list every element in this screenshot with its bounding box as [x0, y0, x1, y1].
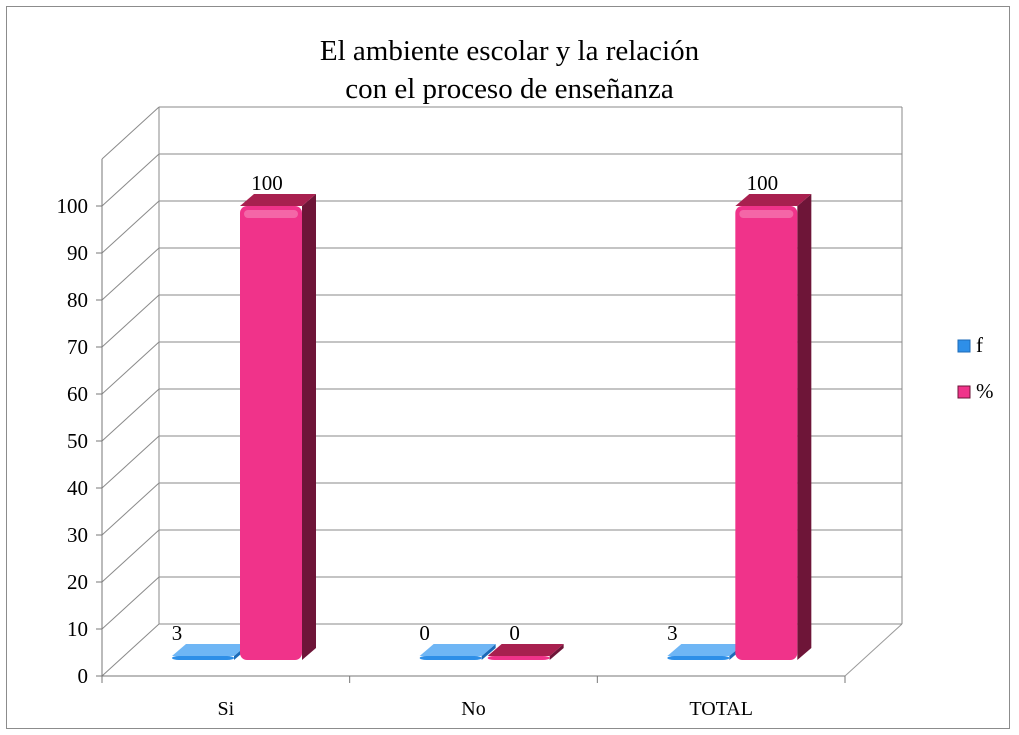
bar-pct-TOTAL [735, 194, 812, 660]
data-label: 0 [419, 621, 430, 645]
bar-highlight [244, 210, 298, 218]
gridline-side-50 [101, 388, 160, 442]
y-tick-label: 60 [67, 382, 88, 406]
chart-title-line-1: El ambiente escolar y la relación [319, 35, 700, 67]
y-tick-label: 70 [67, 335, 88, 359]
x-category-label: TOTAL [689, 698, 753, 720]
bar-front [419, 656, 482, 660]
bar-top [487, 644, 564, 656]
bar-top [172, 644, 248, 656]
y-tick-label: 100 [57, 194, 89, 218]
legend: f% [957, 333, 994, 403]
gridline-side-0 [101, 623, 160, 677]
gridline-side-60 [101, 341, 160, 395]
legend-label: % [976, 379, 994, 403]
bar-pct-Si [240, 194, 316, 660]
gridline-side-70 [101, 294, 160, 348]
chart-title: El ambiente escolar y la relación con el… [0, 32, 1019, 108]
gridline-side-40 [101, 435, 160, 489]
data-labels: 3 100 0 0 3 100 [172, 171, 778, 645]
gridline-side-100 [101, 153, 160, 207]
data-label: 3 [172, 621, 183, 645]
gridline-side-20 [101, 529, 160, 583]
bar-side [481, 644, 496, 660]
data-label: 3 [667, 621, 678, 645]
y-tick-label: 30 [67, 523, 88, 547]
bar-top [735, 194, 812, 206]
data-label: 100 [747, 171, 779, 195]
bar-front [487, 656, 550, 660]
bar-pct-No [487, 644, 564, 660]
bar-f-Si [172, 644, 248, 660]
x-category-label: Si [217, 698, 234, 720]
bar-f-No [419, 644, 496, 660]
legend-swatch [957, 385, 971, 399]
bar-side [302, 194, 316, 660]
floor-right-edge [844, 623, 903, 677]
bar-front [240, 206, 302, 660]
x-category-label: No [461, 698, 485, 720]
bar-top [419, 644, 496, 656]
bar-front [667, 656, 730, 660]
y-tick-label: 40 [67, 476, 88, 500]
y-tick-label: 20 [67, 570, 88, 594]
bar-side [549, 644, 564, 660]
y-tick-label: 50 [67, 429, 88, 453]
gridline-side-10 [101, 576, 160, 630]
bar-side [797, 194, 812, 660]
legend-swatch [957, 339, 971, 353]
gridline-side-90 [101, 200, 160, 254]
bar-front [735, 206, 798, 660]
y-tick-label: 90 [67, 241, 88, 265]
y-tick-label: 10 [67, 617, 88, 641]
bar-front [172, 656, 234, 660]
chart-frame [6, 6, 1010, 729]
bar-top [240, 194, 316, 206]
gridline-side-top [101, 106, 160, 160]
gridline-side-30 [101, 482, 160, 536]
bar-top [667, 644, 744, 656]
legend-label: f [976, 333, 983, 357]
data-label: 100 [251, 171, 283, 195]
bar-f-TOTAL [667, 644, 744, 660]
y-tick-label: 80 [67, 288, 88, 312]
y-tick-label: 0 [78, 664, 89, 688]
gridline-side-80 [101, 247, 160, 301]
bars [172, 194, 812, 660]
bar-highlight [739, 210, 794, 218]
data-label: 0 [509, 621, 520, 645]
chart-title-line-2: con el proceso de enseñanza [345, 73, 674, 105]
